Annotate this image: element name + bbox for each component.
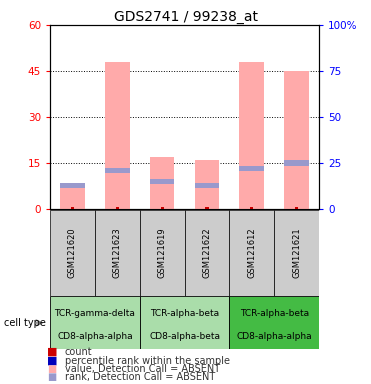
Bar	[71, 207, 74, 209]
Bar	[195, 182, 219, 188]
Text: percentile rank within the sample: percentile rank within the sample	[65, 356, 230, 366]
Text: cell type: cell type	[4, 318, 46, 328]
Bar	[229, 210, 274, 296]
Text: ■: ■	[47, 347, 57, 357]
Bar	[150, 157, 174, 209]
Bar	[140, 210, 185, 296]
Text: GSM121619: GSM121619	[158, 228, 167, 278]
Text: GDS2741 / 99238_at: GDS2741 / 99238_at	[114, 10, 257, 23]
Text: GSM121623: GSM121623	[113, 227, 122, 278]
Text: ■: ■	[47, 372, 56, 382]
Bar	[250, 207, 253, 209]
Text: CD8-alpha-beta: CD8-alpha-beta	[149, 332, 220, 341]
Bar	[240, 166, 264, 172]
Bar	[284, 71, 309, 209]
Bar	[284, 161, 309, 166]
Bar	[116, 207, 119, 209]
Bar	[60, 185, 85, 209]
Bar	[185, 210, 229, 296]
Bar	[195, 160, 219, 209]
Bar	[140, 296, 229, 349]
Bar	[105, 62, 129, 209]
Text: TCR-gamma-delta: TCR-gamma-delta	[55, 309, 135, 318]
Bar	[150, 179, 174, 184]
Text: GSM121622: GSM121622	[203, 228, 211, 278]
Bar	[105, 168, 129, 173]
Text: CD8-alpha-alpha: CD8-alpha-alpha	[57, 332, 133, 341]
Text: GSM121620: GSM121620	[68, 228, 77, 278]
Text: GSM121621: GSM121621	[292, 228, 301, 278]
Bar	[161, 207, 164, 209]
Bar	[95, 210, 140, 296]
Bar	[274, 210, 319, 296]
Bar	[206, 207, 209, 209]
Text: TCR-alpha-beta: TCR-alpha-beta	[240, 309, 309, 318]
Text: ■: ■	[47, 364, 56, 374]
Text: rank, Detection Call = ABSENT: rank, Detection Call = ABSENT	[65, 372, 215, 382]
Text: TCR-alpha-beta: TCR-alpha-beta	[150, 309, 219, 318]
Bar	[50, 296, 140, 349]
Text: CD8-alpha-alpha: CD8-alpha-alpha	[236, 332, 312, 341]
Bar	[229, 296, 319, 349]
Text: GSM121612: GSM121612	[247, 228, 256, 278]
Text: value, Detection Call = ABSENT: value, Detection Call = ABSENT	[65, 364, 220, 374]
Bar	[295, 207, 298, 209]
Bar	[240, 62, 264, 209]
Text: count: count	[65, 347, 92, 357]
Bar	[50, 210, 95, 296]
Bar	[60, 182, 85, 188]
Text: ■: ■	[47, 356, 57, 366]
